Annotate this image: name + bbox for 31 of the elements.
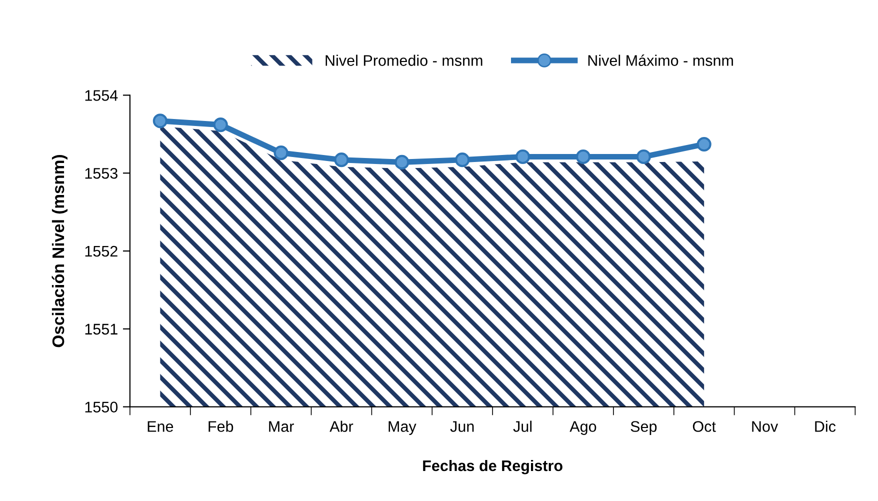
x-tick-label: Jul bbox=[513, 420, 532, 432]
legend-label: Nivel Máximo - msnm bbox=[588, 54, 733, 66]
point bbox=[213, 118, 228, 132]
x-tick-label: Ene bbox=[148, 421, 174, 432]
x-tick-label: Dic bbox=[815, 420, 836, 432]
x-tick-label: Oct bbox=[692, 421, 716, 432]
y-tick-label: 1550 bbox=[85, 402, 118, 412]
point bbox=[636, 149, 651, 164]
x-tick-label: Abr bbox=[330, 420, 354, 432]
point bbox=[334, 152, 349, 168]
x-tick-label: Jun bbox=[450, 421, 474, 432]
point bbox=[576, 149, 591, 164]
y-tick-label: 1552 bbox=[85, 246, 118, 257]
x-tick-label: Nov bbox=[752, 421, 778, 432]
y-axis-title: Oscilación Nivel (msnm) bbox=[52, 155, 68, 348]
point bbox=[152, 114, 168, 128]
legend-label: Nivel Promedio - msnm bbox=[326, 54, 482, 66]
x-tick-label: Mar bbox=[269, 421, 294, 432]
x-axis-title: Fechas de Registro bbox=[423, 460, 562, 474]
x-tick-label: Ago bbox=[570, 421, 596, 435]
x-tick-label: Feb bbox=[208, 420, 234, 432]
y-tick-label: 1553 bbox=[85, 168, 118, 179]
x-tick-label: May bbox=[388, 421, 416, 435]
point bbox=[455, 152, 470, 168]
point bbox=[274, 146, 288, 160]
y-tick-label: 1551 bbox=[85, 324, 118, 335]
x-tick-label: Sep bbox=[630, 421, 657, 435]
point bbox=[515, 149, 530, 164]
point bbox=[394, 154, 410, 170]
point bbox=[696, 136, 712, 152]
y-tick-label: 1554 bbox=[85, 90, 118, 101]
